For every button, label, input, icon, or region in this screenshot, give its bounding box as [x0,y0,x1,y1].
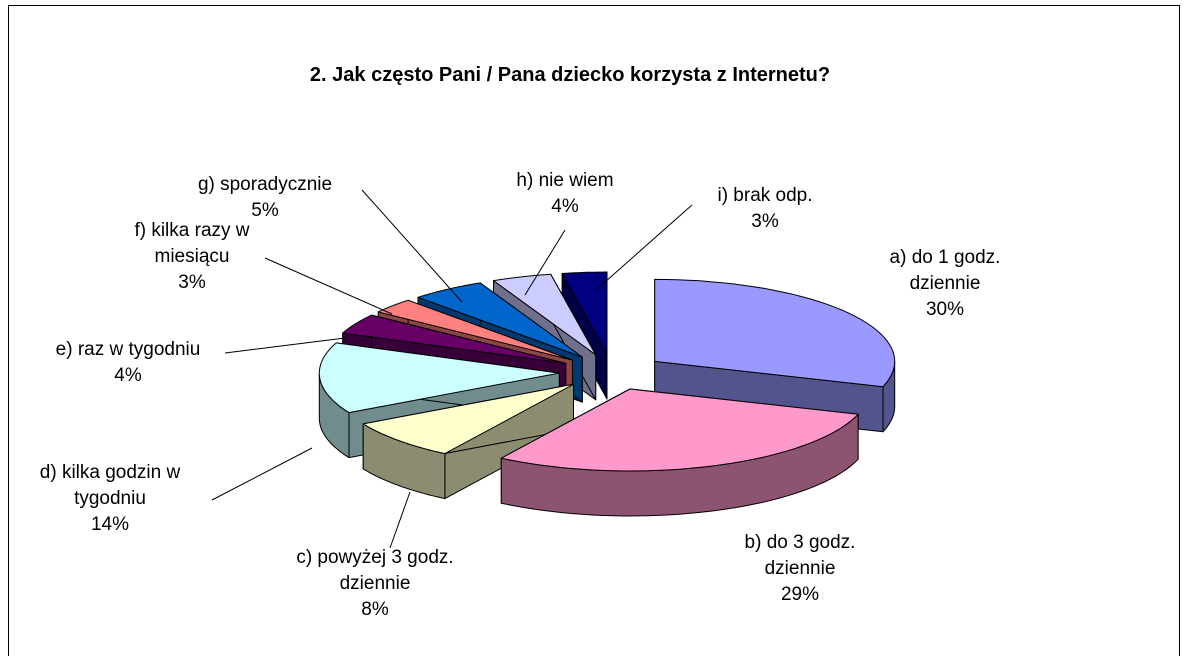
chart-title: 2. Jak często Pani / Pana dziecko korzys… [309,64,831,86]
leader-line [264,257,393,315]
slice [500,388,859,472]
slice [654,278,896,388]
slice [362,383,574,455]
value-label: 3% [178,272,206,293]
category-label: c) powyżej 3 godz. dziennie [296,547,454,594]
value-label: 5% [251,200,279,221]
category-label: b) do 3 godz. dziennie [744,532,856,579]
category-label: h) nie wiem [516,170,614,191]
slice-label: e) raz w tygodniu 4% [8,337,248,389]
value-label: 14% [90,514,130,535]
chart-frame [8,5,1180,656]
slice [417,282,583,358]
leader-line [211,447,313,501]
category-label: f) kilka razy w miesiącu [134,220,250,267]
slice-label: f) kilka razy w miesiącu 3% [107,218,277,296]
leader-line [224,337,346,354]
slice-label: d) kilka godzin w tygodniu 14% [20,460,200,538]
leader-line [524,229,566,296]
slice [493,273,597,356]
category-label: d) kilka godzin w tygodniu [39,462,181,509]
slice [561,271,608,355]
slice-label: g) sporadycznie 5% [155,172,375,224]
slice-label: a) do 1 godz. dziennie 30% [870,245,1020,323]
slice-label: h) nie wiem 4% [490,168,640,220]
slice [342,314,567,364]
category-label: i) brak odp. [717,185,813,206]
value-label: 29% [780,584,820,605]
value-label: 4% [551,196,579,217]
slice-label: c) powyżej 3 godz. dziennie 8% [275,545,475,623]
category-label: a) do 1 godz. dziennie [889,247,1001,294]
value-label: 30% [925,299,965,320]
slice [318,342,560,414]
category-label: g) sporadycznie [197,174,333,195]
leader-line [389,491,411,549]
leader-line [595,204,693,291]
value-label: 3% [751,211,779,232]
slice-label: b) do 3 godz. dziennie 29% [725,530,875,608]
value-label: 8% [361,599,389,620]
slice-label: i) brak odp. 3% [690,183,840,235]
value-label: 4% [114,365,142,386]
category-label: e) raz w tygodniu [55,339,201,360]
leader-line [361,189,463,303]
